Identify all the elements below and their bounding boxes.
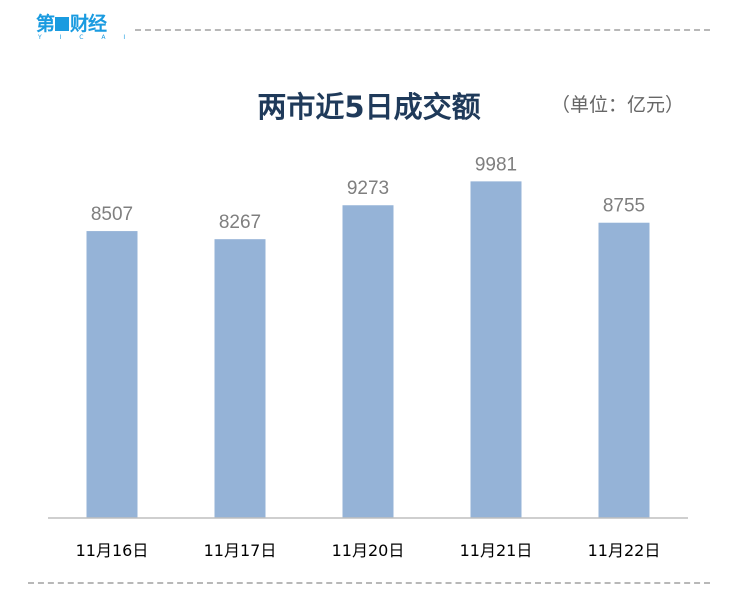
x-tick-label: 11月21日 — [460, 541, 533, 560]
unit-note: （单位：亿元） — [550, 94, 684, 116]
bar — [470, 181, 522, 518]
data-label: 8267 — [219, 212, 261, 233]
bottom-divider — [28, 582, 710, 584]
bar — [342, 205, 394, 518]
data-label: 9273 — [347, 178, 389, 199]
top-divider — [135, 29, 710, 31]
x-tick-label: 11月22日 — [588, 541, 661, 560]
data-label: 8755 — [603, 196, 645, 217]
x-tick-label: 11月16日 — [76, 541, 149, 560]
data-label: 8507 — [91, 204, 133, 225]
data-label: 9981 — [475, 154, 517, 175]
yicai-logo: 第财经 Y I C A I — [36, 13, 134, 41]
chart-title: 两市近5日成交额 — [257, 90, 481, 124]
bar — [214, 239, 266, 518]
bar — [86, 231, 138, 518]
bar — [598, 222, 650, 519]
x-tick-label: 11月20日 — [332, 541, 405, 560]
x-tick-label: 11月17日 — [204, 541, 277, 560]
